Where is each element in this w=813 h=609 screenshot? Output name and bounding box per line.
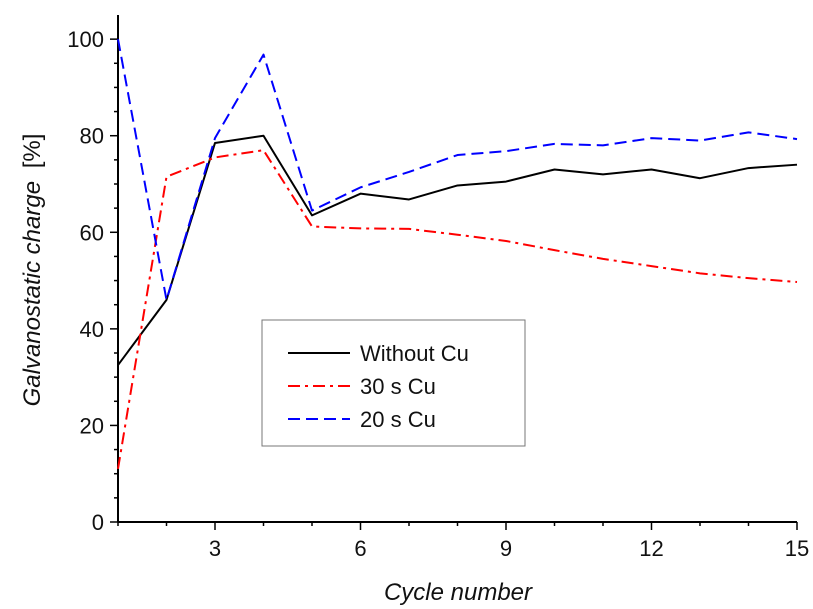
series-line-20-s-cu <box>117 38 798 301</box>
x-axis-label: Cycle number <box>384 579 533 606</box>
series-line-without-cu <box>117 134 798 366</box>
y-ticks: 0 20 40 60 80 100 <box>67 27 118 535</box>
series-line-30-s-cu <box>117 149 798 470</box>
y-tick-label: 80 <box>80 124 104 149</box>
legend-label-30-s-cu: 30 s Cu <box>360 374 436 399</box>
y-axis-label: Galvanostatic charge [%] <box>19 134 46 407</box>
y-tick-label: 0 <box>92 510 104 535</box>
x-tick-label: 3 <box>209 536 221 561</box>
y-axis-label-unit: [%] <box>19 134 46 169</box>
y-tick-label: 40 <box>80 317 104 342</box>
x-tick-label: 6 <box>354 536 366 561</box>
y-tick-label: 20 <box>80 413 104 438</box>
x-tick-label: 9 <box>500 536 512 561</box>
x-tick-label: 15 <box>785 536 809 561</box>
x-ticks: 3 6 9 12 15 <box>117 522 809 561</box>
legend: Without Cu 30 s Cu 20 s Cu <box>261 319 526 447</box>
y-axis-label-main: Galvanostatic charge <box>19 181 46 406</box>
legend-label-20-s-cu: 20 s Cu <box>360 407 436 432</box>
legend-label-without-cu: Without Cu <box>360 341 469 366</box>
x-tick-label: 12 <box>639 536 663 561</box>
legend-box <box>261 319 526 447</box>
y-tick-label: 60 <box>80 220 104 245</box>
axes: 0 20 40 60 80 100 3 6 9 12 15 <box>67 15 809 561</box>
y-tick-label: 100 <box>67 27 104 52</box>
series-layer <box>117 38 798 470</box>
